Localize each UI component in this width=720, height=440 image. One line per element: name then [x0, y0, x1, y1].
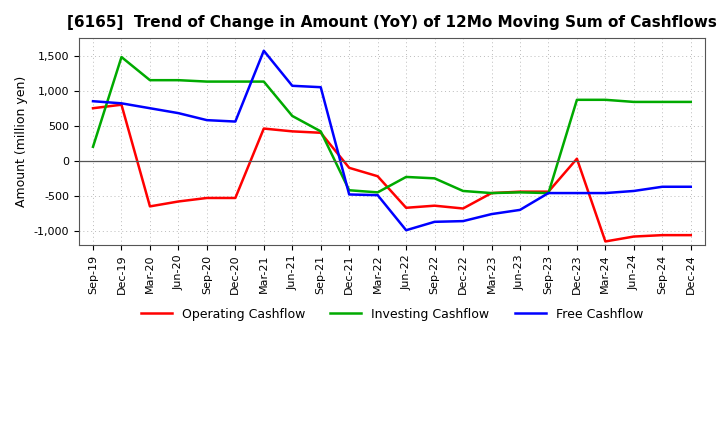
Free Cashflow [629, 188, 638, 194]
Operating Cashflow [601, 239, 610, 244]
Operating Cashflow [487, 191, 496, 196]
Free Cashflow [686, 184, 695, 189]
Investing Cashflow [259, 79, 268, 84]
Operating Cashflow [572, 156, 581, 161]
Operating Cashflow [117, 102, 126, 107]
Operating Cashflow [231, 195, 240, 201]
Free Cashflow [431, 219, 439, 224]
Investing Cashflow [516, 190, 524, 195]
Investing Cashflow [629, 99, 638, 105]
Investing Cashflow [601, 97, 610, 103]
Investing Cashflow [572, 97, 581, 103]
Free Cashflow [516, 207, 524, 213]
Free Cashflow [658, 184, 667, 189]
Operating Cashflow [174, 199, 183, 204]
Title: [6165]  Trend of Change in Amount (YoY) of 12Mo Moving Sum of Cashflows: [6165] Trend of Change in Amount (YoY) o… [67, 15, 717, 30]
Investing Cashflow [145, 77, 154, 83]
Operating Cashflow [431, 203, 439, 208]
Investing Cashflow [231, 79, 240, 84]
Line: Operating Cashflow: Operating Cashflow [93, 105, 690, 242]
Investing Cashflow [345, 187, 354, 193]
Operating Cashflow [374, 174, 382, 179]
Investing Cashflow [431, 176, 439, 181]
Investing Cashflow [459, 188, 467, 194]
Investing Cashflow [658, 99, 667, 105]
Investing Cashflow [374, 190, 382, 195]
Free Cashflow [316, 84, 325, 90]
Free Cashflow [231, 119, 240, 124]
Operating Cashflow [658, 232, 667, 238]
Free Cashflow [374, 193, 382, 198]
Free Cashflow [202, 117, 211, 123]
Free Cashflow [601, 191, 610, 196]
Free Cashflow [259, 48, 268, 53]
Free Cashflow [402, 227, 410, 233]
Investing Cashflow [402, 174, 410, 180]
Free Cashflow [459, 219, 467, 224]
Legend: Operating Cashflow, Investing Cashflow, Free Cashflow: Operating Cashflow, Investing Cashflow, … [135, 303, 648, 326]
Y-axis label: Amount (million yen): Amount (million yen) [15, 76, 28, 207]
Investing Cashflow [174, 77, 183, 83]
Operating Cashflow [459, 206, 467, 211]
Investing Cashflow [316, 129, 325, 134]
Operating Cashflow [316, 130, 325, 136]
Investing Cashflow [487, 191, 496, 196]
Operating Cashflow [145, 204, 154, 209]
Operating Cashflow [544, 189, 553, 194]
Free Cashflow [117, 101, 126, 106]
Free Cashflow [89, 99, 97, 104]
Operating Cashflow [202, 195, 211, 201]
Line: Investing Cashflow: Investing Cashflow [93, 57, 690, 193]
Operating Cashflow [345, 165, 354, 170]
Operating Cashflow [402, 205, 410, 210]
Free Cashflow [572, 191, 581, 196]
Free Cashflow [345, 192, 354, 197]
Operating Cashflow [516, 189, 524, 194]
Operating Cashflow [259, 126, 268, 131]
Investing Cashflow [117, 55, 126, 60]
Operating Cashflow [686, 232, 695, 238]
Free Cashflow [145, 106, 154, 111]
Operating Cashflow [288, 129, 297, 134]
Investing Cashflow [288, 114, 297, 119]
Operating Cashflow [89, 106, 97, 111]
Investing Cashflow [686, 99, 695, 105]
Free Cashflow [174, 110, 183, 116]
Investing Cashflow [202, 79, 211, 84]
Investing Cashflow [544, 191, 553, 196]
Line: Free Cashflow: Free Cashflow [93, 51, 690, 230]
Free Cashflow [487, 212, 496, 217]
Free Cashflow [544, 191, 553, 196]
Operating Cashflow [629, 234, 638, 239]
Investing Cashflow [89, 144, 97, 150]
Free Cashflow [288, 83, 297, 88]
